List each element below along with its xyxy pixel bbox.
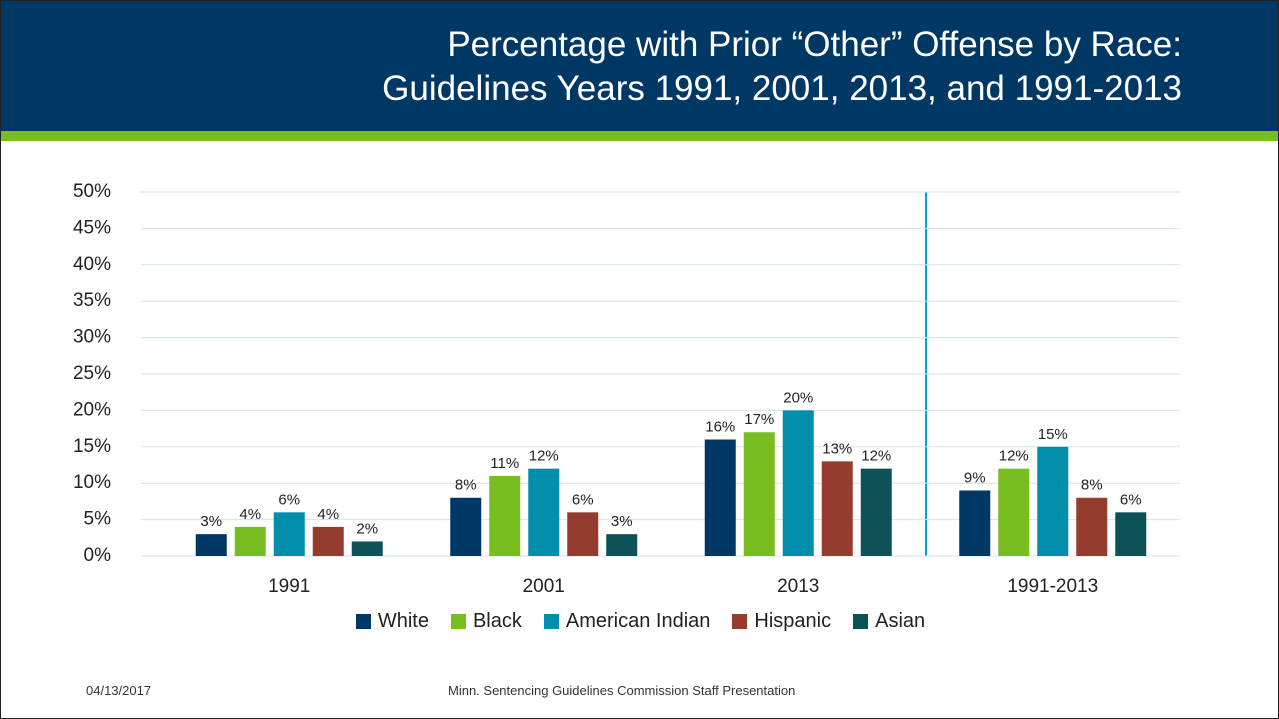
data-label: 6% xyxy=(278,491,300,508)
accent-strip xyxy=(1,131,1278,141)
bar xyxy=(234,526,266,556)
data-label: 16% xyxy=(705,418,735,435)
data-label: 17% xyxy=(744,411,774,428)
y-tick-label: 0% xyxy=(84,545,112,566)
x-tick-label: 2013 xyxy=(777,576,819,597)
legend-swatch xyxy=(853,614,869,629)
legend-swatch xyxy=(543,614,559,629)
y-tick-label: 35% xyxy=(73,290,111,311)
data-label: 12% xyxy=(999,448,1029,465)
bar xyxy=(450,497,482,556)
bar xyxy=(351,541,383,556)
y-tick-label: 40% xyxy=(73,254,111,275)
legend-item: American Indian xyxy=(543,610,711,633)
footer: Minn. Sentencing Guidelines Commission S… xyxy=(448,683,796,698)
data-label: 12% xyxy=(861,448,891,465)
data-label: 3% xyxy=(611,513,633,530)
legend-swatch xyxy=(355,614,371,629)
data-label: 15% xyxy=(1038,426,1068,443)
bar xyxy=(860,468,892,556)
y-tick-label: 10% xyxy=(73,472,111,493)
bar xyxy=(312,526,344,556)
y-tick-label: 5% xyxy=(84,509,112,530)
title-line: Percentage with Prior “Other” Offense by… xyxy=(447,25,1182,64)
data-label: 12% xyxy=(529,448,559,465)
header-band xyxy=(1,1,1278,131)
bar xyxy=(528,468,560,556)
bar xyxy=(567,512,599,556)
data-label: 11% xyxy=(490,455,519,472)
legend-label: Black xyxy=(472,610,522,632)
y-tick-label: 45% xyxy=(73,217,111,238)
legend-label: American Indian xyxy=(565,610,711,632)
data-label: 2% xyxy=(356,520,378,537)
legend-swatch xyxy=(732,614,748,629)
legend-item: Asian xyxy=(853,610,925,633)
y-tick-label: 15% xyxy=(73,436,111,457)
y-tick-label: 20% xyxy=(73,399,111,420)
data-label: 4% xyxy=(317,506,339,523)
bar xyxy=(1037,446,1069,556)
data-label: 20% xyxy=(783,389,813,406)
data-label: 6% xyxy=(572,491,594,508)
title-line: Guidelines Years 1991, 2001, 2013, and 1… xyxy=(382,69,1182,108)
x-tick-label: 2001 xyxy=(523,576,565,597)
bar xyxy=(743,432,775,556)
y-tick-label: 30% xyxy=(73,327,111,348)
legend-item: Black xyxy=(450,610,522,633)
bar xyxy=(1076,497,1108,556)
bar xyxy=(1115,512,1147,556)
bar xyxy=(782,410,814,556)
data-label: 3% xyxy=(200,513,222,530)
legend: White Black American Indian Hispanic Asian xyxy=(1,610,1278,633)
y-tick-label: 50% xyxy=(73,181,111,202)
bar xyxy=(998,468,1030,556)
data-label: 13% xyxy=(822,440,852,457)
data-label: 8% xyxy=(455,477,477,494)
bar xyxy=(959,490,991,556)
legend-label: Hispanic xyxy=(754,610,832,632)
data-label: 4% xyxy=(239,506,261,523)
data-label: 9% xyxy=(964,469,986,486)
x-tick-label: 1991-2013 xyxy=(1007,576,1098,597)
date: 04/13/2017 xyxy=(86,683,152,698)
legend-swatch xyxy=(450,614,466,629)
bar xyxy=(273,512,305,556)
x-tick-label: 1991 xyxy=(268,576,310,597)
legend-label: White xyxy=(377,610,429,632)
data-label: 6% xyxy=(1120,491,1142,508)
bar xyxy=(195,534,227,556)
bar xyxy=(489,475,521,556)
legend-item: White xyxy=(355,610,429,633)
y-tick-label: 25% xyxy=(73,363,111,384)
bar xyxy=(606,534,638,556)
legend-label: Asian xyxy=(875,610,926,632)
data-label: 8% xyxy=(1081,477,1103,494)
slide-title: Percentage with Prior “Other” Offense by… xyxy=(382,23,1182,111)
legend-item: Hispanic xyxy=(732,610,831,633)
bar xyxy=(821,461,853,556)
bar xyxy=(704,439,736,556)
